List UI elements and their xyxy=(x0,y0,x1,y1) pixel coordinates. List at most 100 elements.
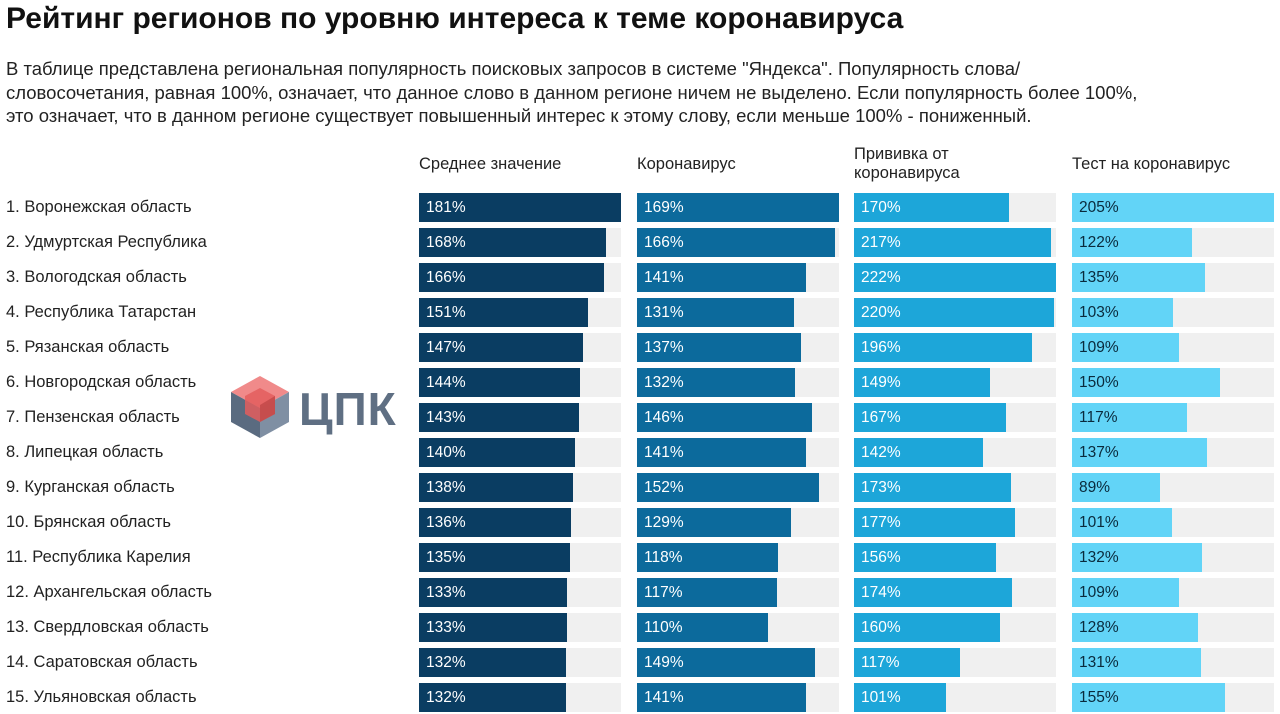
bar xyxy=(637,683,806,712)
bar xyxy=(1072,333,1179,362)
bar-value-label: 167% xyxy=(861,409,901,426)
bar-track: 205% xyxy=(1072,193,1274,222)
bar-track: 131% xyxy=(637,298,839,327)
bar-value-label: 138% xyxy=(426,479,466,496)
bar-track: 138% xyxy=(419,473,621,502)
bar-value-label: 155% xyxy=(1079,689,1119,706)
region-label: 6. Новгородская область xyxy=(6,373,197,391)
bar-value-label: 196% xyxy=(861,339,901,356)
bar xyxy=(1072,193,1274,222)
bar-track: 168% xyxy=(419,228,621,257)
region-label: 11. Республика Карелия xyxy=(6,548,191,566)
bar xyxy=(1072,228,1192,257)
bar-track: 146% xyxy=(637,403,839,432)
bar-track: 128% xyxy=(1072,613,1274,642)
bar-track: 166% xyxy=(419,263,621,292)
bar-track: 133% xyxy=(419,578,621,607)
bar-value-label: 132% xyxy=(426,654,466,671)
bar-track: 132% xyxy=(419,648,621,677)
bar xyxy=(1072,263,1205,292)
bar-track: 140% xyxy=(419,438,621,467)
bar xyxy=(419,438,575,467)
bar xyxy=(854,368,990,397)
bar-track: 132% xyxy=(419,683,621,712)
page-title: Рейтинг регионов по уровню интереса к те… xyxy=(6,2,904,35)
bar-track: 136% xyxy=(419,508,621,537)
bar xyxy=(854,263,1056,292)
bar-value-label: 205% xyxy=(1079,199,1119,216)
bar-value-label: 217% xyxy=(861,234,901,251)
bar-track: 141% xyxy=(637,683,839,712)
cube-logo-icon xyxy=(231,376,289,438)
bar xyxy=(419,683,566,712)
bar-value-label: 109% xyxy=(1079,584,1119,601)
bar-value-label: 132% xyxy=(1079,549,1119,566)
bar xyxy=(1072,543,1202,572)
bar-track: 101% xyxy=(854,683,1056,712)
bar xyxy=(419,578,567,607)
bar-value-label: 117% xyxy=(1079,409,1118,426)
bar xyxy=(1072,648,1201,677)
bar-value-label: 152% xyxy=(644,479,684,496)
bar xyxy=(1072,298,1173,327)
bar xyxy=(419,543,570,572)
bar xyxy=(1072,508,1172,537)
bar-value-label: 181% xyxy=(426,199,466,216)
bar-value-label: 103% xyxy=(1079,304,1119,321)
bar xyxy=(1072,473,1160,502)
region-label: 7. Пензенская область xyxy=(6,408,180,426)
bar-track: 160% xyxy=(854,613,1056,642)
bar-track: 166% xyxy=(637,228,839,257)
bar-value-label: 101% xyxy=(1079,514,1119,531)
bar-track: 173% xyxy=(854,473,1056,502)
bar-track: 167% xyxy=(854,403,1056,432)
bar-track: 147% xyxy=(419,333,621,362)
bar-track: 177% xyxy=(854,508,1056,537)
region-label: 13. Свердловская область xyxy=(6,618,209,636)
bar xyxy=(854,403,1006,432)
bar-value-label: 140% xyxy=(426,444,466,461)
bar xyxy=(419,648,566,677)
bar xyxy=(637,193,839,222)
bar xyxy=(854,683,946,712)
bar-value-label: 151% xyxy=(426,304,466,321)
bar xyxy=(1072,403,1187,432)
region-label: 15. Ульяновская область xyxy=(6,688,197,706)
bar-value-label: 132% xyxy=(426,689,466,706)
description: В таблице представлена региональная попу… xyxy=(6,57,1271,128)
bar-track: 118% xyxy=(637,543,839,572)
bar-track: 109% xyxy=(1072,578,1274,607)
bar-track: 129% xyxy=(637,508,839,537)
column-header: Среднее значение xyxy=(419,155,562,173)
bar-track: 141% xyxy=(637,438,839,467)
description-line: В таблице представлена региональная попу… xyxy=(6,58,1021,79)
bar xyxy=(419,228,606,257)
bar xyxy=(637,333,801,362)
bar-value-label: 142% xyxy=(861,444,901,461)
bar-value-label: 131% xyxy=(644,304,684,321)
bar xyxy=(637,228,835,257)
bar-track: 170% xyxy=(854,193,1056,222)
bar-track: 117% xyxy=(1072,403,1274,432)
bar-value-label: 132% xyxy=(644,374,684,391)
bar xyxy=(854,543,996,572)
bar-value-label: 89% xyxy=(1079,479,1111,496)
bar xyxy=(637,508,791,537)
region-label: 8. Липецкая область xyxy=(6,443,164,461)
bar xyxy=(637,403,812,432)
bar-value-label: 150% xyxy=(1079,374,1119,391)
bar xyxy=(854,578,1012,607)
bar-track: 155% xyxy=(1072,683,1274,712)
region-label: 2. Удмуртская Республика xyxy=(6,233,207,251)
bar-track: 151% xyxy=(419,298,621,327)
bar-track: 109% xyxy=(1072,333,1274,362)
bar xyxy=(419,403,579,432)
bar-track: 135% xyxy=(419,543,621,572)
bar-value-label: 146% xyxy=(644,409,684,426)
bar-value-label: 137% xyxy=(1079,444,1119,461)
description-line: это означает, что в данном регионе сущес… xyxy=(6,105,1032,126)
bar-value-label: 133% xyxy=(426,584,466,601)
description-line: словосочетания, равная 100%, означает, ч… xyxy=(6,81,1138,103)
bar-track: 152% xyxy=(637,473,839,502)
bar-track: 143% xyxy=(419,403,621,432)
